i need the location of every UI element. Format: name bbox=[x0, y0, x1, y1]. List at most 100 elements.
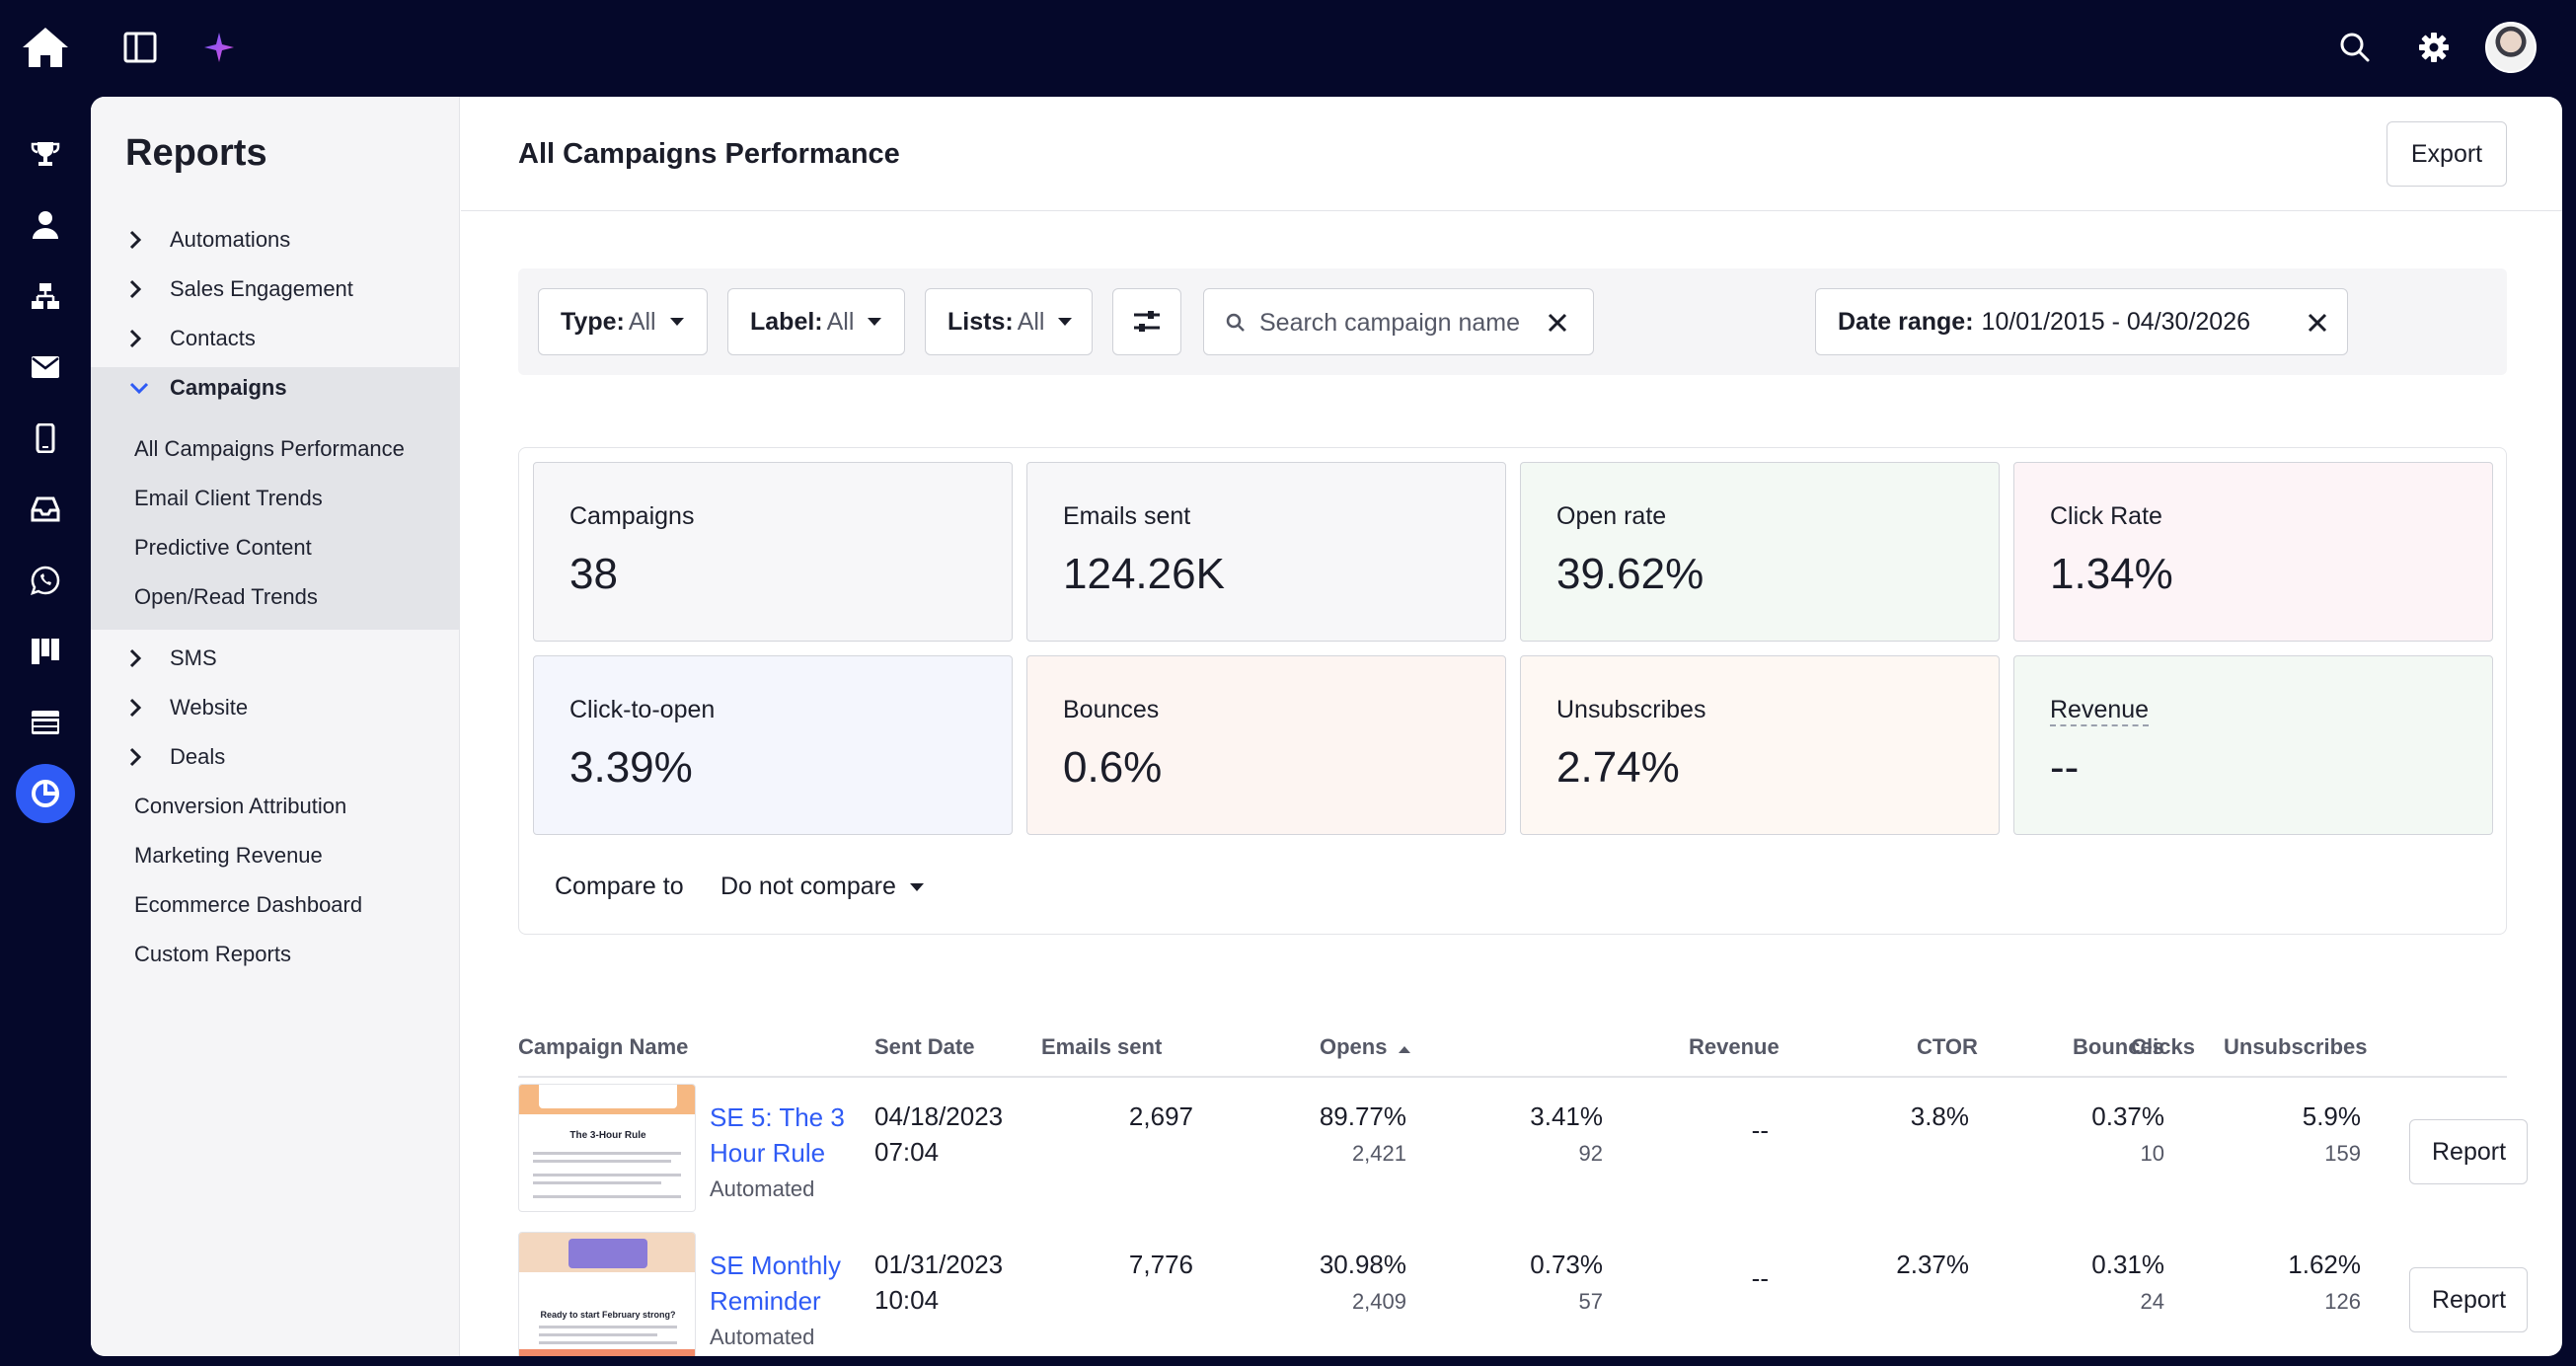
campaign-type: Automated bbox=[710, 1176, 815, 1201]
sidebar-item-sales-engagement[interactable]: Sales Engagement bbox=[91, 265, 460, 314]
unsubscribes-percent: 5.9% bbox=[2302, 1101, 2361, 1131]
campaign-name-link[interactable]: SE Monthly Reminder bbox=[710, 1251, 841, 1316]
sidebar-subitem-open-read-trends[interactable]: Open/Read Trends bbox=[134, 584, 318, 609]
automations-icon[interactable] bbox=[16, 266, 75, 326]
user-avatar[interactable] bbox=[2485, 22, 2537, 73]
col-header-bounces[interactable]: Bounces bbox=[2073, 1034, 2164, 1059]
clear-date-range-icon[interactable] bbox=[2306, 311, 2329, 335]
thumbnail-heading: Ready to start February strong? bbox=[540, 1310, 676, 1320]
metric-value: 124.26K bbox=[1063, 550, 1225, 598]
lists-filter-dropdown[interactable]: Lists: All bbox=[925, 288, 1093, 355]
sidebar-subitem-predictive-content[interactable]: Predictive Content bbox=[134, 535, 312, 560]
sidebar-link-ecommerce-dashboard[interactable]: Ecommerce Dashboard bbox=[134, 892, 363, 917]
compare-dropdown[interactable]: Do not compare bbox=[720, 873, 924, 901]
col-header-revenue[interactable]: Revenue bbox=[1689, 1034, 1780, 1059]
metric-label[interactable]: Revenue bbox=[2050, 696, 2150, 726]
caret-down-icon bbox=[909, 882, 924, 891]
campaign-name-link[interactable]: SE 5: The 3 Hour Rule bbox=[710, 1102, 845, 1168]
type-filter-label: Type: bbox=[561, 307, 625, 336]
page-title: All Campaigns Performance bbox=[518, 138, 900, 170]
bounces-percent: 0.31% bbox=[2091, 1250, 2164, 1279]
sidebar-subitem-all-campaigns-performance[interactable]: All Campaigns Performance bbox=[134, 436, 405, 461]
sent-time: 10:04 bbox=[874, 1285, 940, 1315]
sidebar-subitem-email-client-trends[interactable]: Email Client Trends bbox=[134, 486, 323, 510]
search-icon bbox=[1226, 313, 1245, 332]
clear-search-icon[interactable] bbox=[1546, 311, 1569, 335]
sidebar-item-label: Automations bbox=[170, 227, 291, 252]
page-header: All Campaigns Performance Export bbox=[461, 97, 2562, 211]
sidebar-link-custom-reports[interactable]: Custom Reports bbox=[134, 942, 291, 966]
campaign-thumbnail[interactable]: Ready to start February strong? bbox=[518, 1232, 696, 1356]
table-header-divider bbox=[518, 1076, 2507, 1078]
contacts-icon[interactable] bbox=[16, 195, 75, 255]
col-header-campaign-name[interactable]: Campaign Name bbox=[518, 1034, 689, 1059]
emails-sent-value: 7,776 bbox=[1128, 1250, 1193, 1279]
left-rail bbox=[0, 97, 91, 1366]
col-header-emails-sent[interactable]: Emails sent bbox=[1041, 1034, 1163, 1059]
report-button[interactable]: Report bbox=[2409, 1119, 2528, 1184]
revenue-value: -- bbox=[1751, 1263, 1769, 1293]
col-header-ctor[interactable]: CTOR bbox=[1917, 1034, 1978, 1059]
reports-icon[interactable] bbox=[16, 764, 75, 823]
campaign-thumbnail[interactable]: The 3-Hour Rule bbox=[518, 1084, 696, 1212]
col-header-clicks[interactable]: Clicks bbox=[2131, 1034, 2195, 1059]
search-icon[interactable] bbox=[2335, 28, 2375, 67]
unsubscribes-count: 159 bbox=[2324, 1141, 2361, 1166]
ctor-value: 2.37% bbox=[1896, 1250, 1969, 1279]
label-filter-label: Label: bbox=[750, 307, 823, 336]
type-filter-dropdown[interactable]: Type: All bbox=[538, 288, 708, 355]
search-input[interactable] bbox=[1259, 303, 1546, 342]
label-filter-value: All bbox=[826, 307, 855, 336]
chevron-right-icon bbox=[128, 278, 158, 300]
report-button[interactable]: Report bbox=[2409, 1267, 2528, 1332]
sidebar-item-sms[interactable]: SMS bbox=[91, 634, 460, 683]
sidebar-link-marketing-revenue[interactable]: Marketing Revenue bbox=[134, 843, 323, 868]
chevron-down-icon bbox=[128, 381, 158, 395]
sidebar-item-website[interactable]: Website bbox=[91, 683, 460, 732]
sms-phone-icon[interactable] bbox=[16, 409, 75, 468]
opens-count: 2,421 bbox=[1351, 1141, 1406, 1166]
opens-percent: 89.77% bbox=[1319, 1101, 1406, 1131]
label-filter-dropdown[interactable]: Label: All bbox=[727, 288, 905, 355]
sidebar-title: Reports bbox=[125, 132, 267, 174]
report-content: All Campaigns Performance Export Type: A… bbox=[461, 97, 2562, 1356]
metric-open-rate: Open rate 39.62% bbox=[1520, 462, 2000, 642]
ai-sparkle-icon[interactable] bbox=[199, 28, 239, 67]
trophy-icon[interactable] bbox=[16, 124, 75, 184]
metric-label: Open rate bbox=[1556, 502, 1667, 530]
sidebar-group-campaigns: Campaigns All Campaigns Performance Emai… bbox=[91, 367, 460, 630]
sidebar-link-conversion-attribution[interactable]: Conversion Attribution bbox=[134, 794, 347, 818]
metric-revenue: Revenue -- bbox=[2013, 655, 2493, 835]
clicks-percent: 0.73% bbox=[1530, 1250, 1603, 1279]
whatsapp-icon[interactable] bbox=[16, 551, 75, 610]
export-button[interactable]: Export bbox=[2387, 121, 2507, 187]
sidebar-item-automations[interactable]: Automations bbox=[91, 215, 460, 265]
col-header-sent-date[interactable]: Sent Date bbox=[874, 1034, 975, 1059]
filter-bar: Type: All Label: All Lists: All bbox=[518, 268, 2507, 375]
advanced-filters-button[interactable] bbox=[1112, 288, 1181, 355]
sidebar-item-contacts[interactable]: Contacts bbox=[91, 314, 460, 363]
pipelines-icon[interactable] bbox=[16, 622, 75, 681]
chevron-right-icon bbox=[128, 229, 158, 251]
gear-icon[interactable] bbox=[2414, 28, 2454, 67]
emails-sent-value: 2,697 bbox=[1128, 1101, 1193, 1131]
inbox-icon[interactable] bbox=[16, 480, 75, 539]
sent-date: 04/18/2023 bbox=[874, 1101, 1004, 1131]
col-header-unsubscribes[interactable]: Unsubscribes bbox=[2224, 1034, 2368, 1059]
metrics-card: Campaigns 38 Emails sent 124.26K Open ra… bbox=[518, 447, 2507, 935]
main-panel: Reports Automations Sales Engagement Con… bbox=[91, 97, 2562, 1356]
sidebar-item-campaigns[interactable]: Campaigns bbox=[91, 363, 460, 413]
sidebar-item-deals[interactable]: Deals bbox=[91, 732, 460, 782]
campaigns-mail-icon[interactable] bbox=[16, 338, 75, 397]
caret-down-icon bbox=[1058, 318, 1073, 326]
website-icon[interactable] bbox=[16, 693, 75, 752]
metric-click-rate: Click Rate 1.34% bbox=[2013, 462, 2493, 642]
col-header-opens[interactable]: Opens bbox=[1320, 1034, 1411, 1060]
ctor-value: 3.8% bbox=[1910, 1101, 1969, 1131]
sidebar-toggle-icon[interactable] bbox=[120, 28, 160, 67]
home-icon[interactable] bbox=[18, 24, 73, 71]
thumbnail-heading: The 3-Hour Rule bbox=[569, 1130, 646, 1141]
metric-label: Campaigns bbox=[569, 502, 695, 530]
date-range-filter[interactable]: Date range: 10/01/2015 - 04/30/2026 bbox=[1815, 288, 2348, 355]
unsubscribes-percent: 1.62% bbox=[2288, 1250, 2361, 1279]
